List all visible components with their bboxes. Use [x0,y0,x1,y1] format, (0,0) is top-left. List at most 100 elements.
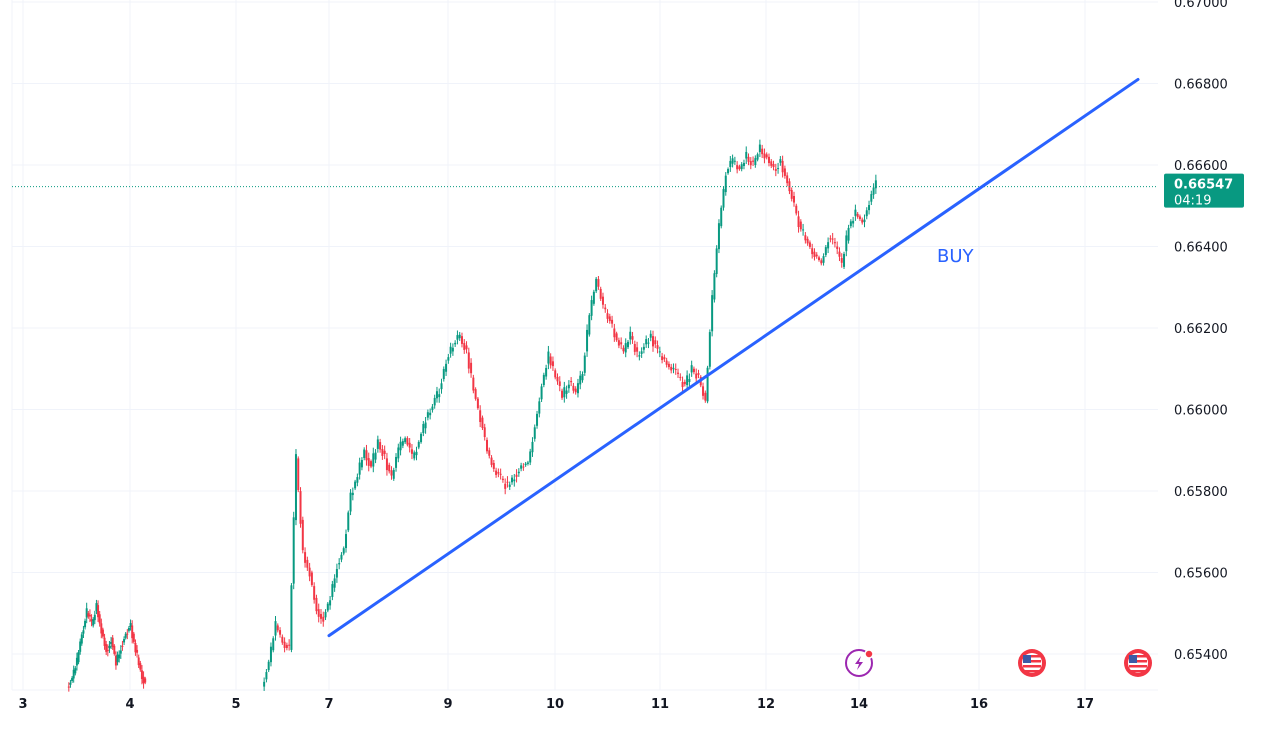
candle-body [733,160,736,162]
candle [538,397,541,418]
candle [95,599,98,615]
candle-body [269,646,272,663]
candle [424,416,427,434]
economic-events[interactable] [845,649,1152,677]
candle-body [506,481,509,483]
candle [470,358,473,378]
candle-body [263,681,266,687]
candle [845,230,848,257]
candle-body [515,474,518,477]
candle-body [272,638,275,651]
candle [485,437,488,454]
candle [870,190,873,206]
candle [549,353,552,369]
candle-body [74,668,77,674]
candle [626,340,629,350]
candle-body [599,288,602,299]
candle-body [310,572,313,585]
us-flag-event-icon[interactable] [1018,649,1046,677]
candle [504,478,507,495]
candle-body [410,449,413,454]
flag-stripe [1129,660,1147,663]
time-tick-label: 7 [324,697,333,712]
candle [272,636,275,653]
candle-body [772,163,775,168]
candle-body [304,552,307,563]
candle-body [790,190,793,199]
candle-body [588,315,591,335]
candle [265,669,268,683]
candle [363,447,366,461]
trendline[interactable] [327,77,1140,638]
candle [606,309,609,323]
candle-body [317,609,320,617]
candle [292,511,295,590]
candle [724,172,727,196]
candle-body [611,319,614,324]
candlestick-series [67,139,877,692]
candle-body [465,345,468,350]
lightning-event-icon[interactable] [845,649,874,677]
candle-body [818,257,821,261]
candle-body [727,169,730,174]
candle [124,632,127,640]
candle-body [136,649,139,653]
candle [704,390,707,403]
candle-body [447,357,450,361]
candle [583,352,586,376]
candle [790,187,793,202]
candle-body [840,258,843,263]
candle [756,152,759,162]
candle-body [551,361,554,367]
candle [429,408,432,420]
candle-body [370,461,373,467]
candle [431,404,434,413]
candle-body [679,376,682,378]
candle [127,626,130,633]
candle [105,640,108,656]
price-axis[interactable]: 0.65400 0.65600 0.65800 0.66000 0.66200 0.664… [1174,0,1228,663]
candle [529,448,532,466]
candle-body [129,623,132,627]
price-tick-label: 0.66800 [1174,78,1228,93]
candle-body [872,187,875,195]
candle [472,374,475,394]
candle-body [520,465,523,469]
candle [426,409,429,421]
candle-body [765,154,768,158]
candle-body [868,205,871,211]
candle [392,467,395,481]
candle-body [833,242,836,244]
us-flag-event-icon[interactable] [1124,649,1152,677]
candle-body [706,367,709,402]
candle-body [470,362,473,374]
chart-grid [11,0,1158,691]
candle-body [579,375,582,385]
candle-body [69,682,72,685]
candle-body [82,630,85,634]
time-tick-label: 12 [757,697,775,712]
candle [820,258,823,266]
candle-body [556,376,559,382]
candle [276,623,279,633]
candle-body [740,164,743,170]
candle-body [590,300,593,316]
time-tick-label: 5 [231,697,240,712]
candle-body [688,378,691,383]
candle-body [829,238,832,240]
candle [463,339,466,354]
candle [517,468,520,477]
candle-body [604,307,607,310]
time-axis[interactable]: 3 4 5 7 9 10 11 12 14 16 17 [18,697,1094,712]
candle [656,340,659,354]
candle [777,162,780,174]
candle-body [777,168,780,170]
candle [642,343,645,354]
candle [747,153,750,166]
candle-body [638,355,641,357]
candle-body [367,458,370,466]
candle [139,660,142,672]
candle-body [144,678,147,683]
candle-body [90,619,93,622]
